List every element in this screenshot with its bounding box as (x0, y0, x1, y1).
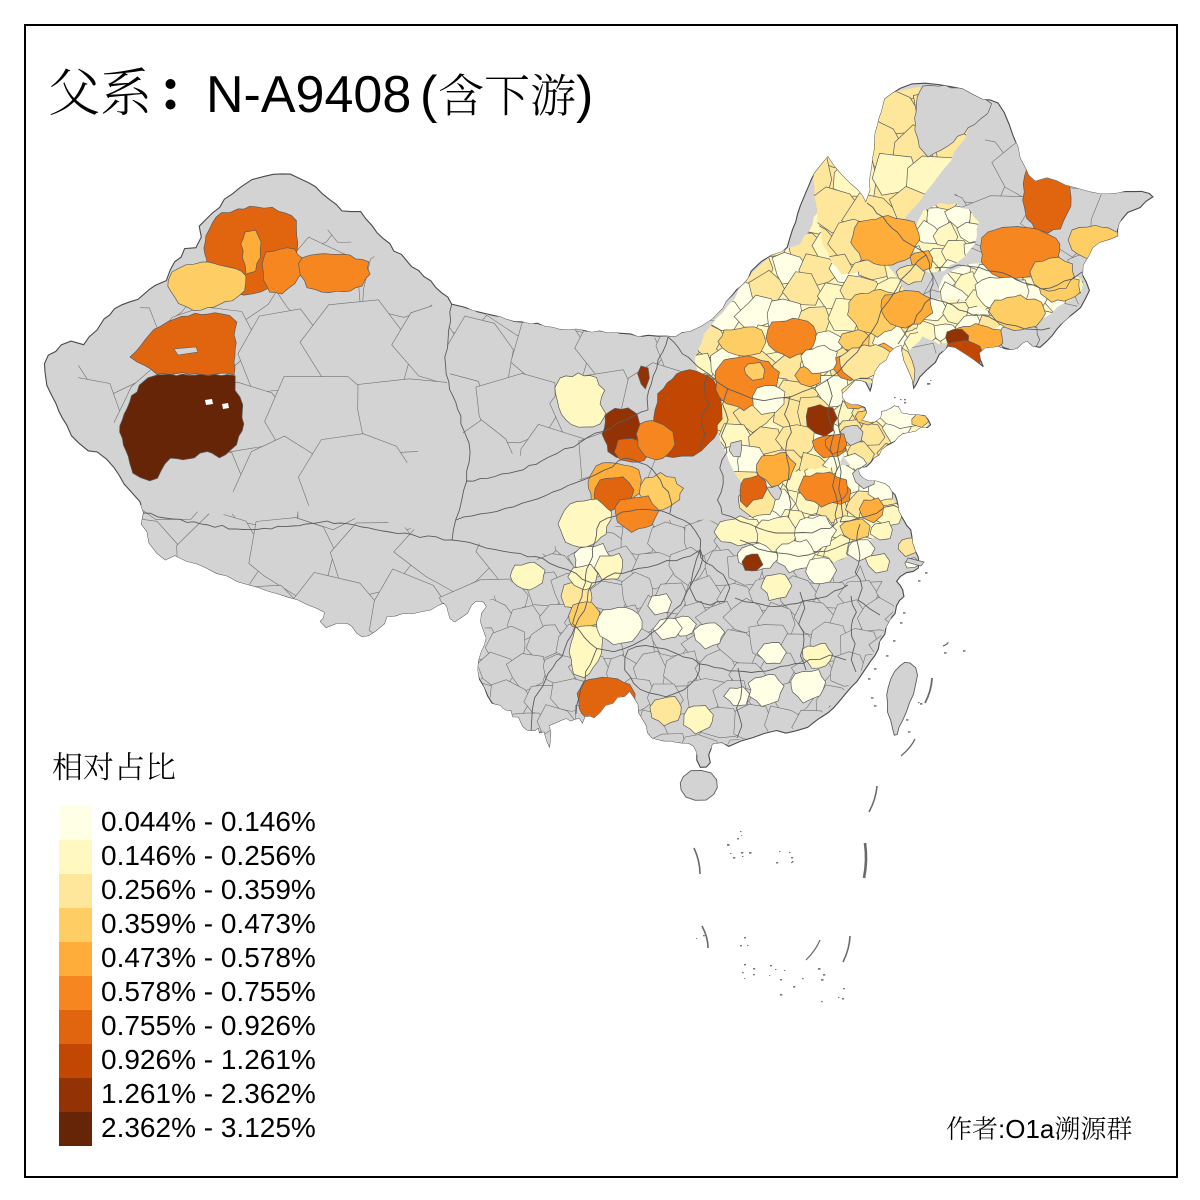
svg-text:(: ( (420, 66, 438, 124)
svg-text:N-A9408: N-A9408 (206, 66, 411, 124)
svg-text::O1a: :O1a (998, 1114, 1055, 1144)
svg-text:): ) (576, 66, 593, 124)
